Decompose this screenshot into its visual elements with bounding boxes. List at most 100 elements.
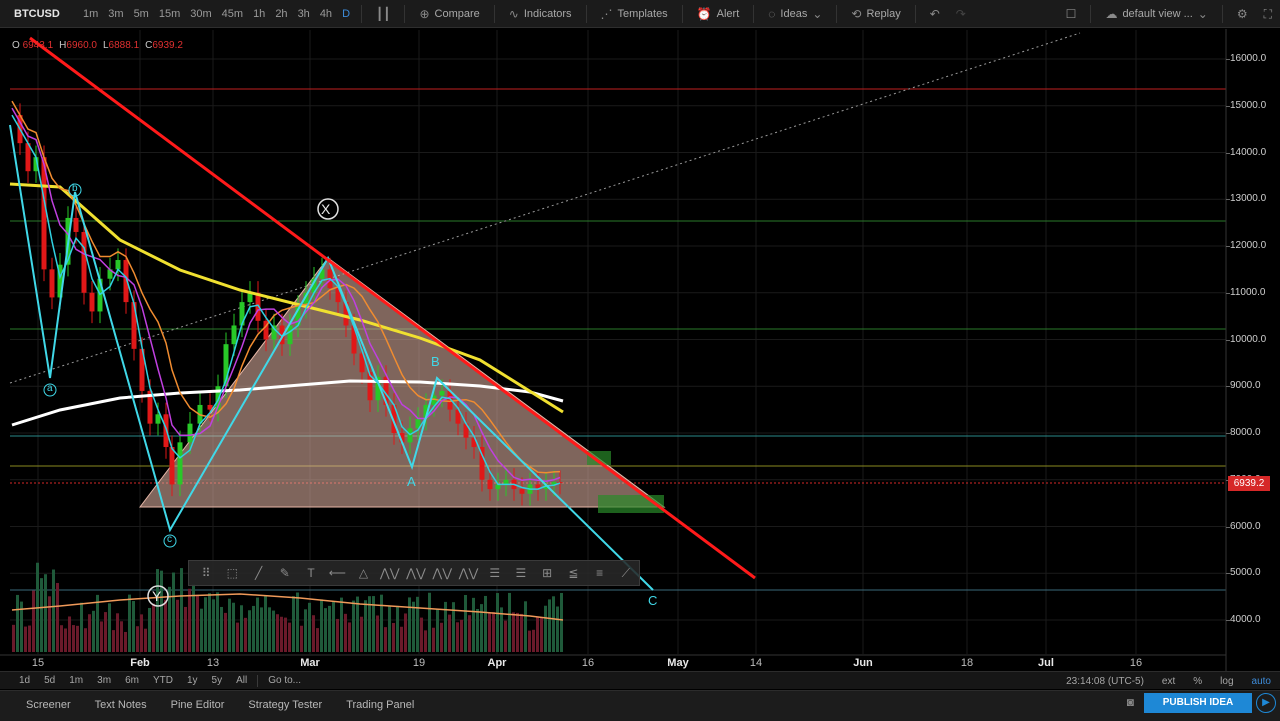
volume-bar — [552, 596, 555, 652]
timeframe-1m[interactable]: 1m — [83, 7, 99, 20]
timeframe-d[interactable]: D — [342, 7, 351, 20]
horizontal-line-icon[interactable]: ⟵ — [328, 566, 346, 580]
settings-button[interactable]: ⚙ — [1229, 7, 1256, 21]
camera-icon[interactable]: ◙ — [1126, 695, 1134, 709]
timeframe-3m[interactable]: 3m — [108, 7, 124, 20]
fib-extension-icon[interactable]: ☰ — [515, 566, 527, 580]
symbol-search[interactable]: BTCUSD — [14, 7, 60, 20]
triangle-pattern-icon[interactable]: △ — [358, 566, 369, 580]
timeframe-45m[interactable]: 45m — [221, 7, 244, 20]
candle-body — [303, 292, 309, 307]
ruler-icon[interactable]: ⟋ — [621, 565, 631, 580]
templates-button[interactable]: ⋰ Templates — [593, 7, 676, 21]
alert-label: Alert — [716, 7, 740, 20]
trend-line-icon[interactable]: ╱ — [254, 566, 263, 580]
timeframe-5m[interactable]: 5m — [133, 7, 149, 20]
timeframe-2h[interactable]: 2h — [275, 7, 288, 20]
fullscreen-layout-button[interactable]: ☐ — [1058, 7, 1085, 21]
timeframe-1h[interactable]: 1h — [253, 7, 266, 20]
auto-toggle[interactable]: auto — [1251, 675, 1271, 687]
timeframe-3h[interactable]: 3h — [297, 7, 310, 20]
play-icon[interactable]: ▶ — [1256, 693, 1276, 713]
wave-abc-icon[interactable]: ⋀⋁ — [406, 566, 426, 580]
fib-channel-icon[interactable]: ≡ — [596, 566, 604, 580]
wave-wxy-icon[interactable]: ⋀⋁ — [379, 566, 400, 580]
candle-body — [557, 482, 563, 484]
grid-tool-icon[interactable]: ⊞ — [542, 566, 553, 580]
candle-body — [535, 484, 541, 490]
volume-bar — [496, 593, 499, 652]
fib-retracement-icon[interactable]: ☰ — [489, 566, 501, 580]
log-toggle[interactable]: log — [1220, 675, 1234, 687]
candle-body — [343, 302, 349, 326]
wave-abcde-icon[interactable]: ⋀⋁ — [458, 566, 479, 580]
volume-bar — [92, 610, 95, 652]
range-1y[interactable]: 1y — [186, 675, 198, 686]
ohlc-open-value: 6943.1 — [22, 40, 54, 51]
candle-body — [25, 143, 31, 172]
ohlc-open-label: O — [12, 40, 20, 51]
volume-bar — [516, 612, 519, 652]
tab-trading-panel[interactable]: Trading Panel — [346, 698, 415, 711]
range-3m[interactable]: 3m — [97, 675, 112, 686]
range-5d[interactable]: 5d — [44, 675, 56, 686]
price-tick: 12000.0 — [1230, 240, 1267, 251]
fullscreen-button[interactable]: ⛶ — [1256, 7, 1280, 22]
volume-bar — [48, 596, 51, 652]
alert-button[interactable]: ⏰ Alert — [689, 7, 748, 21]
text-tool-icon[interactable]: T — [307, 566, 315, 580]
brush-icon[interactable]: ✎ — [279, 566, 290, 580]
redo-button[interactable]: ↷ — [948, 7, 974, 21]
range-1d[interactable]: 1d — [19, 675, 31, 686]
publish-idea-button[interactable]: PUBLISH IDEA — [1144, 693, 1252, 713]
range-all[interactable]: All — [236, 675, 248, 686]
percent-toggle[interactable]: % — [1193, 675, 1203, 687]
volume-bar — [132, 601, 135, 652]
tab-text-notes[interactable]: Text Notes — [94, 698, 147, 711]
candle-body — [319, 269, 325, 279]
ext-toggle[interactable]: ext — [1161, 675, 1176, 687]
wave-12345-icon[interactable]: ⋀⋁ — [432, 566, 453, 580]
timeframe-30m[interactable]: 30m — [190, 7, 212, 20]
rectangle-select-icon[interactable]: ⬚ — [226, 566, 239, 580]
tab-pine-editor[interactable]: Pine Editor — [170, 698, 225, 711]
range-5y[interactable]: 5y — [211, 675, 223, 686]
range-ytd[interactable]: YTD — [152, 675, 173, 686]
tab-strategy-tester[interactable]: Strategy Tester — [248, 698, 323, 711]
tab-screener[interactable]: Screener — [26, 698, 71, 711]
undo-button[interactable]: ↶ — [922, 7, 948, 21]
drag-handle-icon[interactable]: ⠿ — [201, 566, 211, 580]
price-axis[interactable]: 16000.0 15000.0 14000.0 13000.0 12000.0 11000… — [1226, 29, 1280, 656]
pitchfork-icon[interactable]: ≦ — [568, 566, 579, 580]
compare-button[interactable]: ⊕ Compare — [411, 7, 487, 21]
candle-body — [41, 157, 47, 270]
layout-dropdown[interactable]: ☁ default view ... ⌄ — [1097, 7, 1215, 21]
volume-bar — [64, 628, 67, 652]
toolbar-divider — [753, 4, 755, 23]
volume-bar — [500, 607, 503, 652]
volume-bar — [492, 612, 495, 652]
wave-text-x: X — [321, 201, 331, 217]
timeframe-15m[interactable]: 15m — [158, 7, 181, 20]
range-6m[interactable]: 6m — [125, 675, 139, 686]
timeframe-4h[interactable]: 4h — [319, 7, 333, 20]
volume-bar — [152, 603, 155, 652]
ideas-button[interactable]: ◌ Ideas ⌄ — [760, 7, 830, 21]
goto-button[interactable]: Go to... — [268, 675, 302, 686]
replay-button[interactable]: ⟲ Replay — [843, 7, 908, 21]
candle-body — [271, 325, 277, 340]
volume-bar — [532, 629, 535, 652]
volume-bar — [408, 597, 411, 652]
chart-type-button[interactable]: ┃┃ — [368, 7, 398, 21]
volume-bar — [548, 599, 551, 652]
candle-body — [439, 390, 445, 396]
time-axis[interactable]: 15 Feb 13 Mar 19 Apr 16 May 14 Jun 18 Jul 16 — [0, 655, 1226, 671]
toolbar-right: ☐ ☁ default view ... ⌄ ⚙ ⛶ — [1058, 0, 1280, 28]
range-1m[interactable]: 1m — [69, 675, 84, 686]
layout-name: default view ... — [1122, 8, 1193, 20]
volume-bar — [200, 608, 203, 652]
indicators-button[interactable]: ∿ Indicators — [501, 7, 580, 21]
ohlc-high-value: 6960.0 — [66, 40, 97, 51]
candle-body — [367, 372, 373, 401]
